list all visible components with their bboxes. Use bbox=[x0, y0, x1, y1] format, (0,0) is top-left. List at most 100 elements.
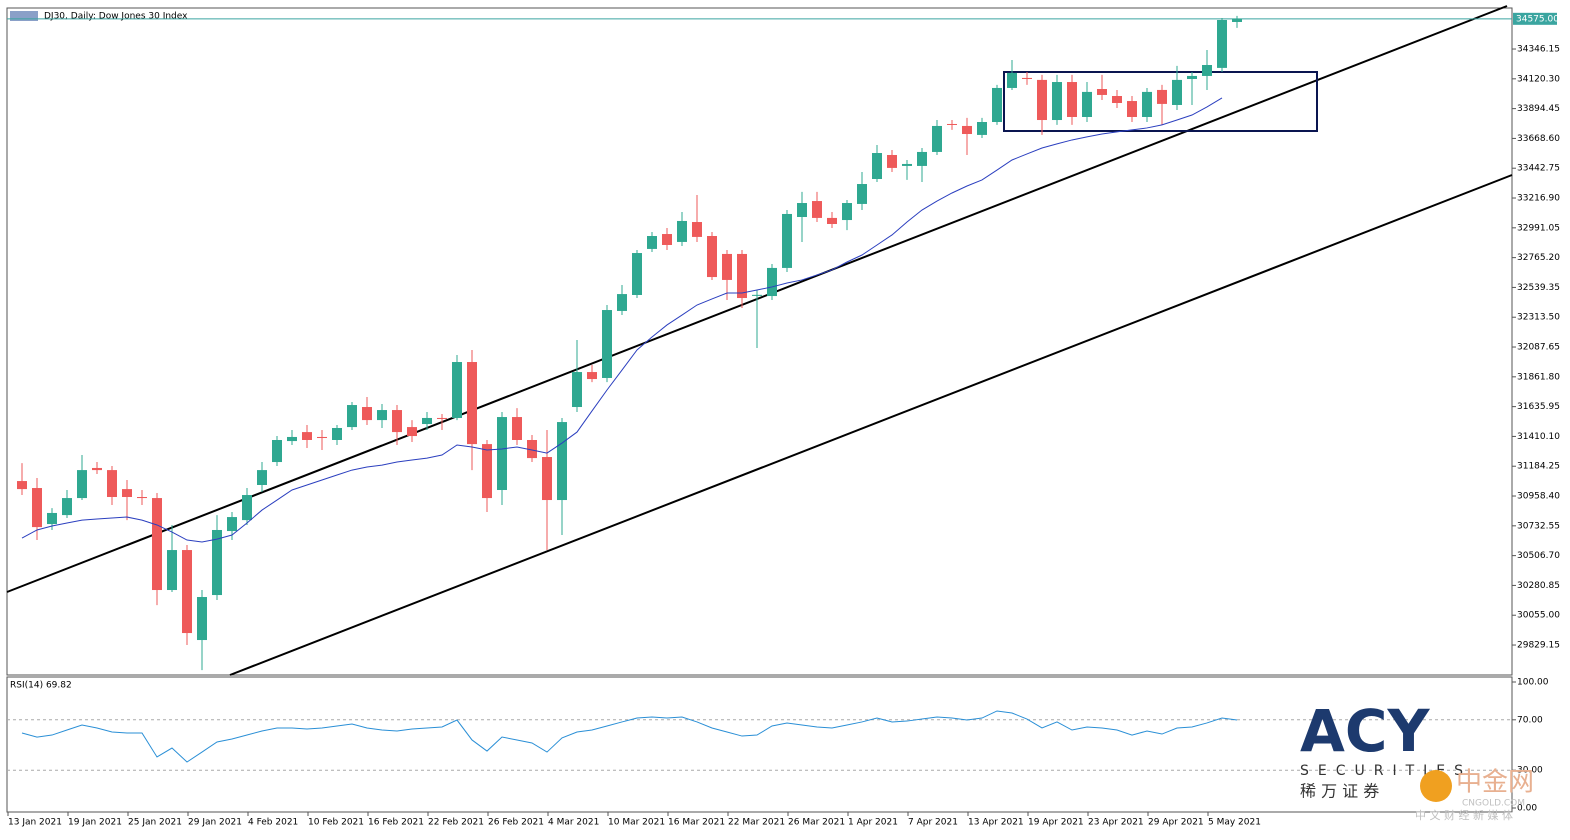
candle-body bbox=[932, 125, 942, 152]
candle-body bbox=[557, 422, 567, 501]
candle-body bbox=[887, 154, 897, 168]
rsi-line bbox=[21, 710, 1238, 763]
candle-body bbox=[587, 372, 597, 380]
x-tick-label: 1 Apr 2021 bbox=[848, 818, 898, 828]
candle-body bbox=[17, 481, 27, 490]
y-tick-label: 32539.35 bbox=[1517, 283, 1560, 293]
y-tick-label: 30506.70 bbox=[1517, 551, 1560, 561]
y-tick-label: 30055.00 bbox=[1517, 611, 1560, 621]
candle-body bbox=[902, 163, 912, 166]
candle-body bbox=[647, 236, 657, 249]
x-tick-label: 4 Mar 2021 bbox=[548, 818, 599, 828]
candle-body bbox=[1067, 82, 1077, 117]
chart-title: DJ30, Daily: Dow Jones 30 Index bbox=[44, 12, 188, 22]
broker-logo: ACY bbox=[1300, 697, 1430, 765]
y-tick-label: 32313.50 bbox=[1517, 313, 1560, 323]
site-logo bbox=[1420, 770, 1452, 802]
site-cn: 中 文 财 经 新 媒 体 bbox=[1415, 808, 1513, 822]
candle-body bbox=[152, 498, 162, 591]
y-tick-label: 100.00 bbox=[1517, 678, 1549, 688]
candle-body bbox=[47, 512, 57, 525]
y-tick-label: 31184.25 bbox=[1517, 462, 1560, 472]
candle-body bbox=[542, 457, 552, 501]
candle-body bbox=[917, 151, 927, 166]
x-tick-label: 10 Feb 2021 bbox=[308, 818, 364, 828]
candle-body bbox=[302, 432, 312, 440]
rsi-panel bbox=[6, 676, 1513, 813]
y-tick-label: 33442.75 bbox=[1517, 164, 1560, 174]
candle-body bbox=[332, 427, 342, 440]
candle-body bbox=[1052, 82, 1062, 121]
y-tick-label: 70.00 bbox=[1517, 715, 1543, 725]
candle-body bbox=[422, 417, 432, 425]
broker-cn: 稀 万 证 券 bbox=[1300, 782, 1379, 801]
y-tick-label: 31635.95 bbox=[1517, 402, 1560, 412]
candle-body bbox=[1142, 91, 1152, 117]
y-tick-label: 30958.40 bbox=[1517, 492, 1560, 502]
candle-body bbox=[767, 267, 777, 297]
broker-sub: SECURITIES bbox=[1300, 763, 1472, 779]
x-tick-label: 23 Apr 2021 bbox=[1088, 818, 1144, 828]
candle-body bbox=[707, 236, 717, 278]
candle-body bbox=[197, 597, 207, 641]
y-tick-label: 32991.05 bbox=[1517, 223, 1560, 233]
candle-body bbox=[1037, 79, 1047, 121]
range-box bbox=[1003, 71, 1318, 132]
candle-body bbox=[452, 362, 462, 418]
candle-body bbox=[1217, 20, 1227, 68]
candle-body bbox=[857, 184, 867, 204]
candle-body bbox=[602, 310, 612, 378]
rsi-label: RSI(14) 69.82 bbox=[10, 681, 72, 691]
candle-body bbox=[362, 407, 372, 421]
candle-body bbox=[1187, 75, 1197, 79]
candle-body bbox=[527, 439, 537, 459]
y-tick-label: 32765.20 bbox=[1517, 253, 1560, 263]
x-tick-label: 13 Jan 2021 bbox=[8, 818, 62, 828]
y-tick-label: 30.00 bbox=[1517, 766, 1543, 776]
icon bbox=[10, 11, 38, 21]
price-label-bg bbox=[1513, 12, 1557, 25]
candle-body bbox=[287, 436, 297, 442]
x-tick-label: 10 Mar 2021 bbox=[608, 818, 665, 828]
candle-body bbox=[377, 410, 387, 421]
y-tick-label: 30732.55 bbox=[1517, 521, 1560, 531]
y-tick-label: 33216.90 bbox=[1517, 194, 1560, 204]
candle-body bbox=[992, 87, 1002, 123]
candle-body bbox=[482, 444, 492, 499]
candle-body bbox=[1127, 101, 1137, 117]
candle-body bbox=[1157, 89, 1167, 104]
candle-body bbox=[1202, 65, 1212, 76]
candle-body bbox=[737, 253, 747, 299]
x-tick-label: 16 Feb 2021 bbox=[368, 818, 424, 828]
y-tick-label: 31410.10 bbox=[1517, 432, 1560, 442]
x-tick-label: 25 Jan 2021 bbox=[128, 818, 182, 828]
candle-body bbox=[77, 470, 87, 499]
candle-body bbox=[407, 427, 417, 437]
candle-body bbox=[797, 203, 807, 218]
x-tick-label: 22 Mar 2021 bbox=[728, 818, 785, 828]
candle-body bbox=[812, 201, 822, 218]
candle-body bbox=[662, 234, 672, 245]
main-panel bbox=[6, 7, 1513, 676]
candle-body bbox=[827, 217, 837, 224]
candle-body bbox=[257, 470, 267, 485]
candle-body bbox=[392, 410, 402, 433]
x-tick-label: 22 Feb 2021 bbox=[428, 818, 484, 828]
candle-body bbox=[92, 467, 102, 471]
candle-body bbox=[1097, 89, 1107, 95]
candle-body bbox=[572, 372, 582, 408]
candle-body bbox=[467, 362, 477, 445]
candle-body bbox=[1007, 72, 1017, 88]
candle-body bbox=[242, 495, 252, 521]
watermark: ACY SECURITIES 稀 万 证 券 中金网 CNGOLD.COM 中 … bbox=[1300, 697, 1534, 822]
candle-body bbox=[872, 153, 882, 180]
trendline bbox=[229, 174, 1513, 676]
candle-body bbox=[227, 517, 237, 532]
candle-body bbox=[437, 417, 447, 419]
candle-body bbox=[1172, 79, 1182, 105]
candle-body bbox=[62, 498, 72, 516]
candle-body bbox=[122, 489, 132, 498]
candle-body bbox=[347, 405, 357, 428]
y-tick-label: 30280.85 bbox=[1517, 581, 1560, 591]
